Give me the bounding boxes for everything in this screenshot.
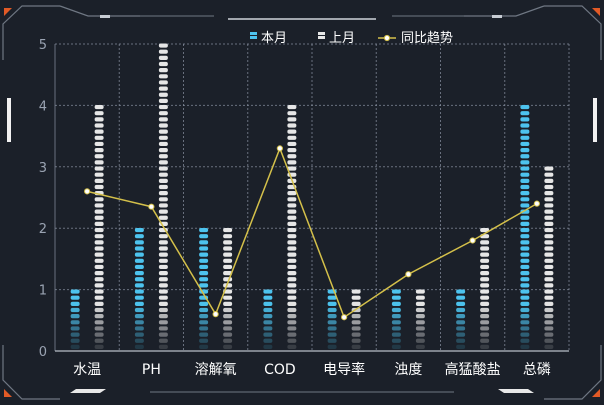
bar-current-month bbox=[199, 227, 209, 349]
y-tick-label: 5 bbox=[39, 38, 47, 53]
frame-bottom-mark-left bbox=[70, 389, 106, 393]
y-tick-label: 2 bbox=[39, 222, 47, 237]
bar-last-month bbox=[351, 289, 361, 349]
frame-accent-bottom-left bbox=[4, 389, 12, 397]
trend-line bbox=[86, 146, 538, 319]
trend-point bbox=[405, 271, 412, 278]
y-tick-label: 1 bbox=[39, 284, 47, 299]
y-tick-label: 4 bbox=[39, 99, 47, 114]
x-tick-label: COD bbox=[264, 362, 296, 378]
frame-corner-bottom-right bbox=[544, 345, 602, 400]
legend-label: 本月 bbox=[261, 31, 287, 46]
frame-accent-top-right bbox=[592, 8, 600, 16]
bar-last-month bbox=[94, 104, 104, 349]
bar-current-month bbox=[134, 227, 144, 349]
legend-swatch bbox=[250, 36, 257, 39]
trend-point bbox=[84, 188, 91, 195]
trend-point bbox=[148, 203, 155, 210]
frame-side-mark-left bbox=[7, 98, 11, 142]
frame-top-mark-right bbox=[492, 15, 502, 18]
x-tick-label: 水温 bbox=[73, 362, 101, 378]
bar-current-month bbox=[70, 289, 80, 349]
x-tick-label: 总磷 bbox=[523, 362, 551, 378]
trend-point bbox=[276, 145, 283, 152]
bar-current-month bbox=[456, 289, 466, 349]
legend-item-last-month: 上月 bbox=[318, 31, 355, 46]
x-tick-label: 电导率 bbox=[323, 361, 365, 378]
bar-last-month bbox=[223, 227, 233, 349]
frame-top-mark-left bbox=[100, 15, 110, 18]
bar-last-month bbox=[480, 227, 490, 349]
y-tick-label: 0 bbox=[39, 345, 47, 360]
trend-point bbox=[533, 200, 540, 207]
bar-current-month bbox=[391, 289, 401, 349]
legend-label: 同比趋势 bbox=[401, 30, 453, 46]
legend-swatch bbox=[318, 36, 325, 39]
trend-point bbox=[212, 311, 219, 318]
legend-item-trend: 同比趋势 bbox=[378, 30, 453, 46]
bar-last-month bbox=[415, 289, 425, 349]
bar-current-month bbox=[520, 104, 530, 349]
x-tick-label: 溶解氧 bbox=[195, 362, 237, 378]
bar-current-month bbox=[263, 289, 273, 349]
legend-swatch bbox=[318, 32, 325, 35]
trend-point bbox=[341, 314, 348, 321]
x-tick-label: 浊度 bbox=[394, 362, 422, 378]
bar-last-month bbox=[287, 104, 297, 349]
frame-accent-bottom-right bbox=[592, 389, 600, 397]
bar-last-month bbox=[158, 43, 168, 349]
frame-side-mark-right bbox=[593, 98, 597, 142]
legend-item-current-month: 本月 bbox=[250, 31, 287, 46]
bar-current-month bbox=[327, 289, 337, 349]
x-tick-label: PH bbox=[142, 362, 161, 378]
y-tick-label: 3 bbox=[39, 161, 47, 176]
legend: 本月 上月 同比趋势 bbox=[250, 30, 453, 46]
trend-point bbox=[469, 237, 476, 244]
frame-bottom-mark-right bbox=[498, 389, 534, 393]
bar-last-month bbox=[544, 166, 554, 349]
legend-swatch bbox=[250, 32, 257, 35]
frame-accent-top-left bbox=[4, 8, 12, 16]
frame-corner-top-left bbox=[2, 5, 60, 60]
frame-corner-bottom-left bbox=[2, 345, 60, 400]
legend-swatch bbox=[383, 34, 391, 42]
frame-corner-top-right bbox=[544, 5, 602, 60]
legend-label: 上月 bbox=[329, 31, 355, 46]
x-tick-label: 高猛酸盐 bbox=[445, 361, 501, 378]
